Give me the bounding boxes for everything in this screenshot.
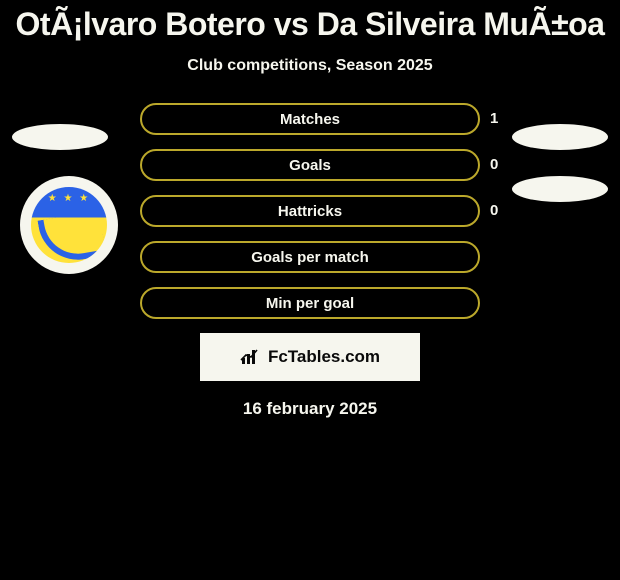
stat-row-goals-per-match: Goals per match: [0, 241, 620, 275]
stat-label: Goals per match: [251, 249, 369, 266]
stat-pill: Hattricks: [140, 195, 480, 227]
stat-left-value: [100, 287, 130, 319]
stat-row-goals: Goals 0: [0, 149, 620, 183]
subtitle: Club competitions, Season 2025: [0, 57, 620, 75]
brand-box: FcTables.com: [200, 333, 420, 381]
brand-text: FcTables.com: [268, 347, 380, 367]
stat-pill: Matches: [140, 103, 480, 135]
stat-label: Matches: [280, 111, 340, 128]
stat-right-value: [490, 241, 520, 273]
stat-pill: Goals: [140, 149, 480, 181]
stats-block: Matches 1 Goals 0 Hattricks 0 Goals per …: [0, 103, 620, 321]
stat-label: Hattricks: [278, 203, 342, 220]
page-title: OtÃ¡lvaro Botero vs Da Silveira MuÃ±oa: [0, 0, 620, 43]
stat-right-value: [490, 287, 520, 319]
stat-row-hattricks: Hattricks 0: [0, 195, 620, 229]
stat-row-matches: Matches 1: [0, 103, 620, 137]
stat-left-value: [100, 103, 130, 135]
stat-right-value: 1: [490, 103, 520, 135]
stat-row-min-per-goal: Min per goal: [0, 287, 620, 321]
stat-right-value: 0: [490, 195, 520, 227]
stat-left-value: [100, 241, 130, 273]
stat-left-value: [100, 195, 130, 227]
stat-pill: Min per goal: [140, 287, 480, 319]
stat-left-value: [100, 149, 130, 181]
stat-label: Goals: [289, 157, 331, 174]
barchart-icon: [240, 348, 262, 366]
stat-label: Min per goal: [266, 295, 354, 312]
stat-pill: Goals per match: [140, 241, 480, 273]
stat-right-value: 0: [490, 149, 520, 181]
date-text: 16 february 2025: [0, 399, 620, 419]
